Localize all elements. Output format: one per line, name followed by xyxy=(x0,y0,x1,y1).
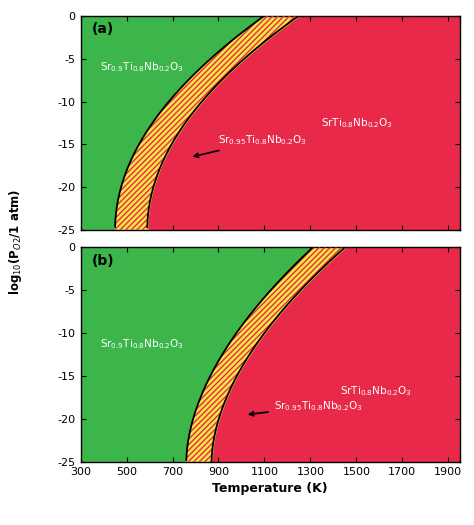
X-axis label: Temperature (K): Temperature (K) xyxy=(212,482,328,496)
Text: SrTi$_{0.8}$Nb$_{0.2}$O$_3$: SrTi$_{0.8}$Nb$_{0.2}$O$_3$ xyxy=(321,116,393,130)
Text: log$_{10}$(P$_{O2}$/1 atm): log$_{10}$(P$_{O2}$/1 atm) xyxy=(7,188,24,295)
Text: (a): (a) xyxy=(92,22,114,36)
Text: Sr$_{0.9}$Ti$_{0.8}$Nb$_{0.2}$O$_3$: Sr$_{0.9}$Ti$_{0.8}$Nb$_{0.2}$O$_3$ xyxy=(100,60,183,74)
Text: Sr$_{0.9}$Ti$_{0.8}$Nb$_{0.2}$O$_3$: Sr$_{0.9}$Ti$_{0.8}$Nb$_{0.2}$O$_3$ xyxy=(100,337,183,351)
Text: SrTi$_{0.8}$Nb$_{0.2}$O$_3$: SrTi$_{0.8}$Nb$_{0.2}$O$_3$ xyxy=(340,384,412,398)
Text: Sr$_{0.95}$Ti$_{0.8}$Nb$_{0.2}$O$_3$: Sr$_{0.95}$Ti$_{0.8}$Nb$_{0.2}$O$_3$ xyxy=(194,133,307,158)
Text: Sr$_{0.95}$Ti$_{0.8}$Nb$_{0.2}$O$_3$: Sr$_{0.95}$Ti$_{0.8}$Nb$_{0.2}$O$_3$ xyxy=(249,400,362,416)
Text: (b): (b) xyxy=(92,254,115,268)
